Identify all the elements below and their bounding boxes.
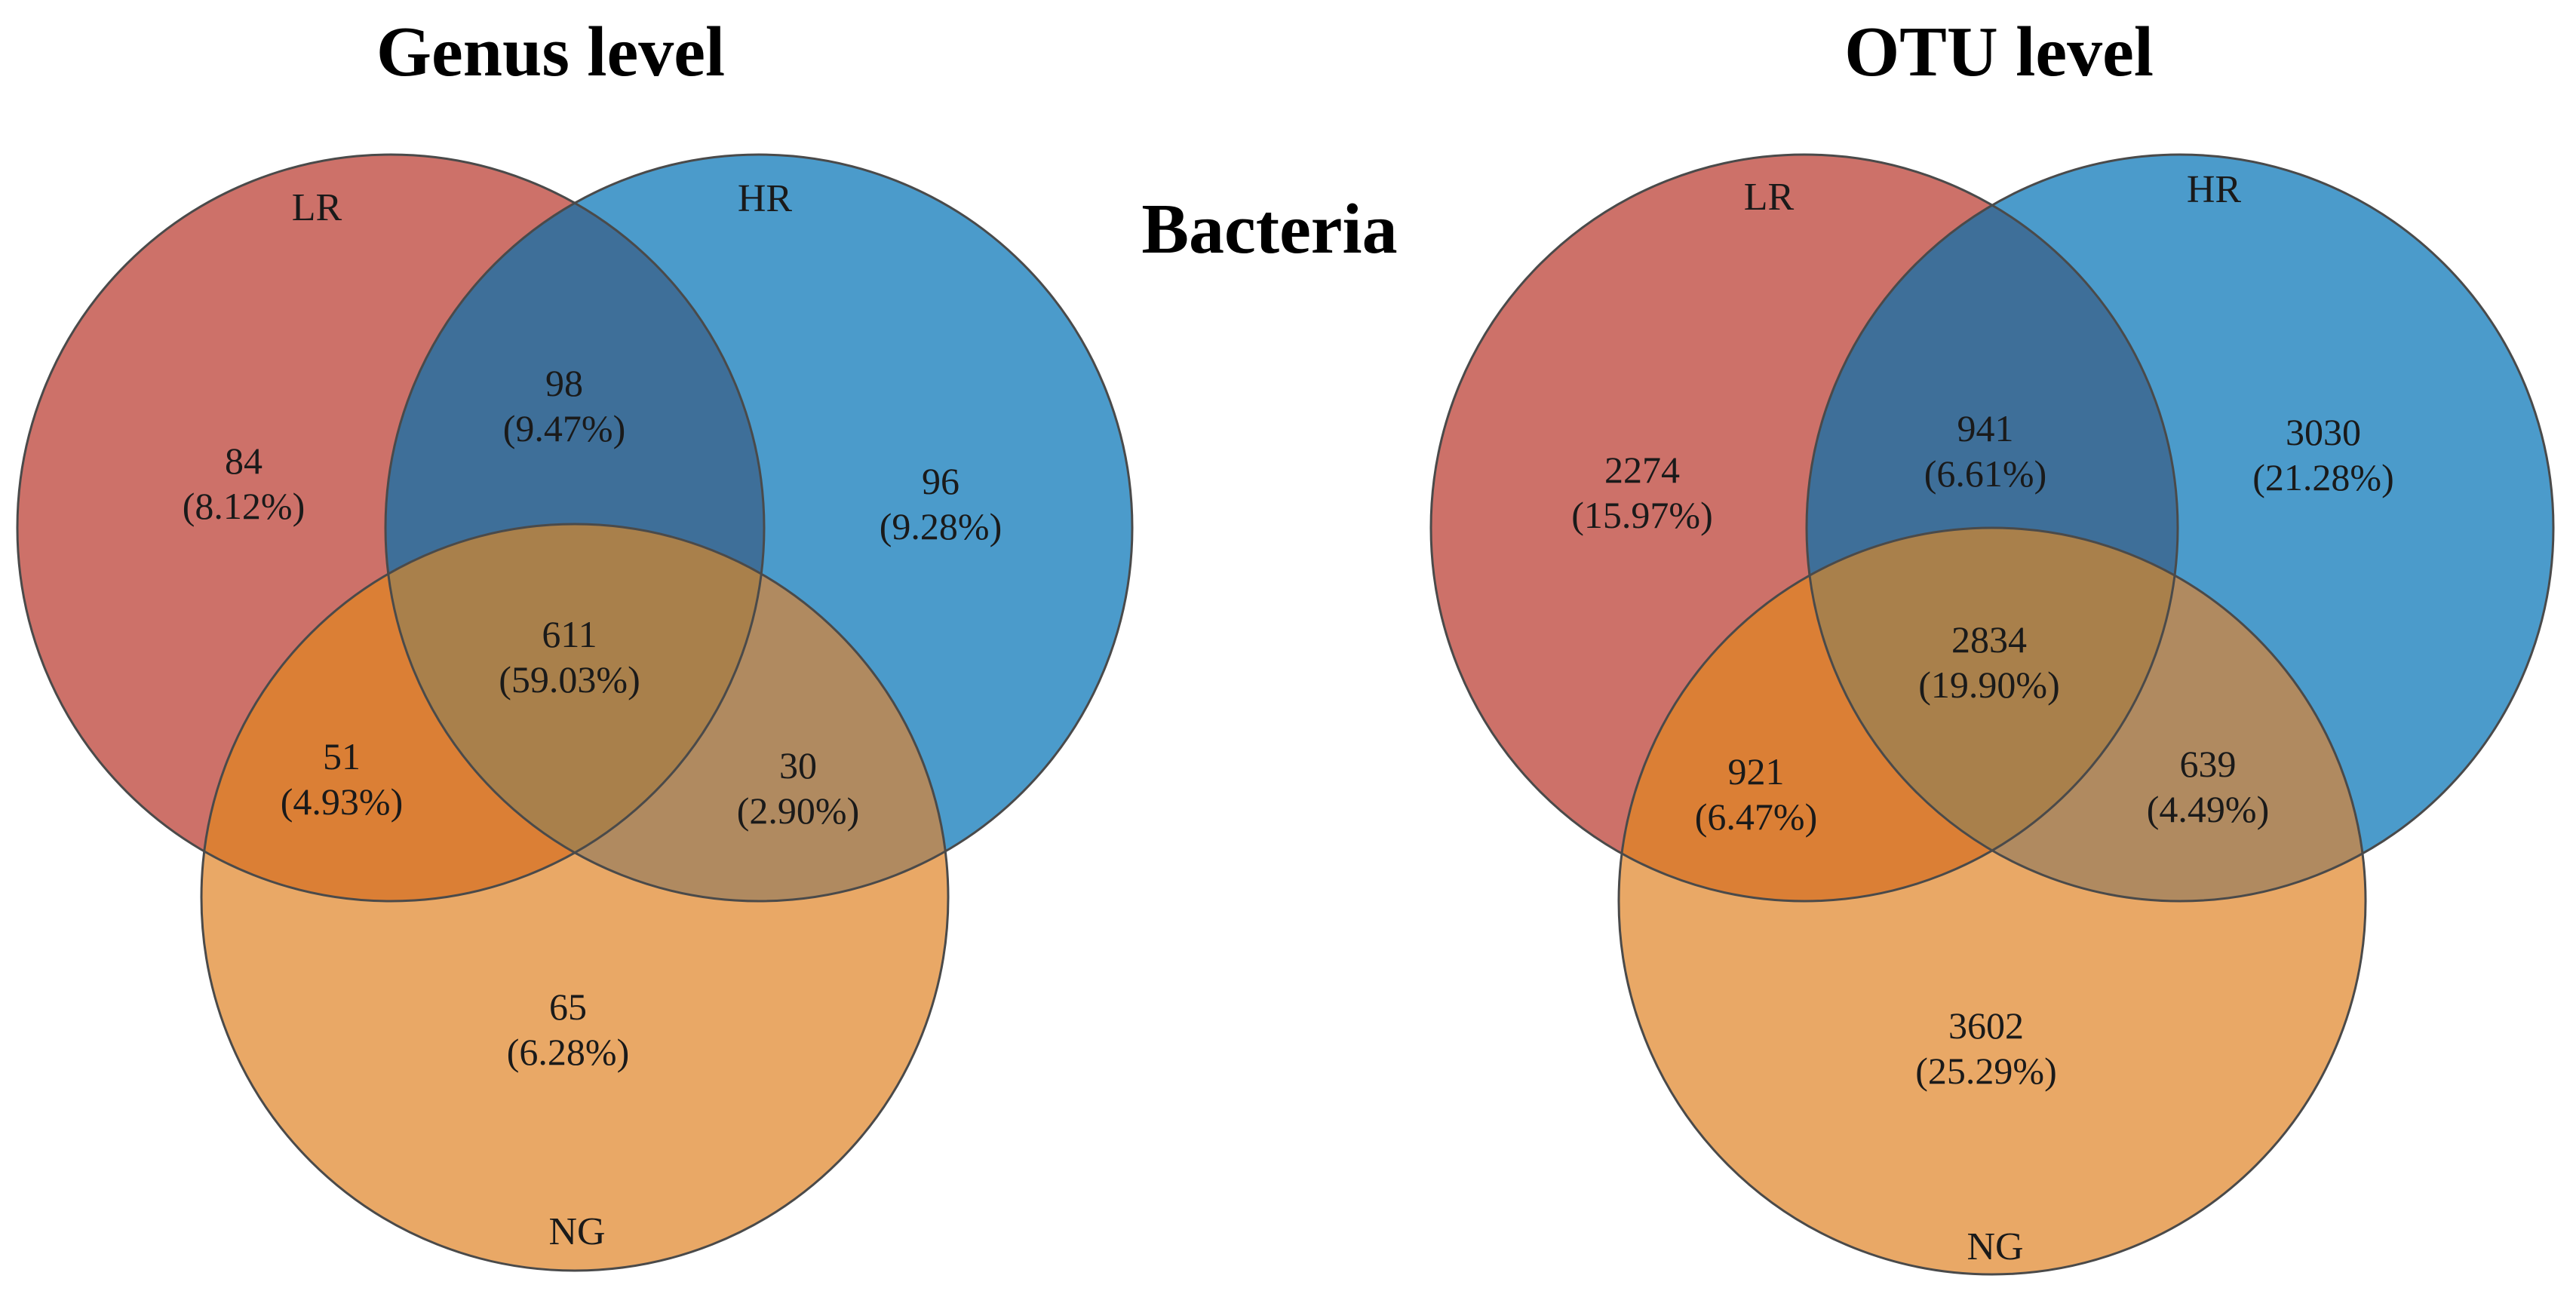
region-label-lr-hr-ng: 2834 (19.90%) xyxy=(1918,618,2059,706)
region-label-hr-only: 3030 (21.28%) xyxy=(2252,411,2393,498)
venn-outlines xyxy=(16,153,1134,1272)
region-label-hr-ng: 30 (2.90%) xyxy=(737,744,859,832)
svg-text:(6.47%): (6.47%) xyxy=(1695,796,1817,838)
set-label-ng: NG xyxy=(548,1210,605,1253)
diagram-title: OTU level xyxy=(1844,13,2154,91)
svg-text:(15.97%): (15.97%) xyxy=(1571,494,1712,536)
svg-text:30: 30 xyxy=(779,744,817,786)
venn-diagram-otu: OTU level LR HR NG 2274 (15.97%) 941 (6.… xyxy=(1429,13,2555,1276)
region-hr-ng xyxy=(1807,528,2366,901)
svg-text:(8.12%): (8.12%) xyxy=(183,485,305,527)
region-label-lr-hr-ng: 611 (59.03%) xyxy=(499,613,640,701)
svg-text:941: 941 xyxy=(1957,407,2014,449)
svg-text:2834: 2834 xyxy=(1951,618,2027,661)
set-label-hr: HR xyxy=(2187,168,2242,211)
venn-fills xyxy=(1431,155,2553,1274)
region-label-lr-ng: 921 (6.47%) xyxy=(1695,750,1817,838)
set-label-lr: LR xyxy=(292,186,342,229)
svg-text:51: 51 xyxy=(323,735,361,777)
svg-text:639: 639 xyxy=(2180,743,2237,785)
svg-text:921: 921 xyxy=(1728,750,1785,793)
region-label-ng-only: 65 (6.28%) xyxy=(507,986,629,1073)
svg-text:(9.28%): (9.28%) xyxy=(880,505,1002,547)
set-label-ng: NG xyxy=(1967,1225,2023,1268)
venn-diagram-genus: Genus level LR HR NG 84 (8.12%) 9 xyxy=(16,13,1134,1272)
svg-text:(21.28%): (21.28%) xyxy=(2252,456,2393,498)
svg-text:2274: 2274 xyxy=(1604,449,1680,491)
svg-text:(19.90%): (19.90%) xyxy=(1918,664,2059,706)
region-label-lr-only: 84 (8.12%) xyxy=(183,440,305,527)
svg-text:65: 65 xyxy=(549,986,587,1028)
svg-text:84: 84 xyxy=(225,440,263,482)
svg-text:(6.61%): (6.61%) xyxy=(1924,452,2046,495)
region-label-lr-hr: 941 (6.61%) xyxy=(1924,407,2046,495)
svg-text:98: 98 xyxy=(545,362,583,404)
region-lr-ng xyxy=(1619,528,2178,901)
venn-outlines xyxy=(1429,153,2555,1276)
svg-text:(4.93%): (4.93%) xyxy=(281,780,403,823)
region-label-ng-only: 3602 (25.29%) xyxy=(1915,1004,2056,1092)
svg-text:(4.49%): (4.49%) xyxy=(2147,788,2269,830)
svg-text:3030: 3030 xyxy=(2286,411,2361,453)
svg-text:3602: 3602 xyxy=(1948,1004,2024,1047)
set-label-hr: HR xyxy=(738,177,793,220)
center-label: Bacteria xyxy=(1141,190,1397,268)
svg-text:(2.90%): (2.90%) xyxy=(737,790,859,832)
region-label-lr-hr: 98 (9.47%) xyxy=(503,362,625,449)
svg-text:(59.03%): (59.03%) xyxy=(499,658,640,701)
svg-text:96: 96 xyxy=(922,460,959,502)
diagram-title: Genus level xyxy=(376,13,725,91)
region-label-lr-ng: 51 (4.93%) xyxy=(281,735,403,823)
svg-text:(9.47%): (9.47%) xyxy=(503,407,625,449)
region-label-hr-only: 96 (9.28%) xyxy=(880,460,1002,547)
venn-fills xyxy=(17,155,1132,1271)
region-label-hr-ng: 639 (4.49%) xyxy=(2147,743,2269,830)
region-label-lr-only: 2274 (15.97%) xyxy=(1571,449,1712,536)
set-label-lr: LR xyxy=(1744,176,1795,219)
svg-text:611: 611 xyxy=(542,613,597,655)
svg-text:(6.28%): (6.28%) xyxy=(507,1031,629,1073)
svg-text:(25.29%): (25.29%) xyxy=(1915,1050,2056,1092)
